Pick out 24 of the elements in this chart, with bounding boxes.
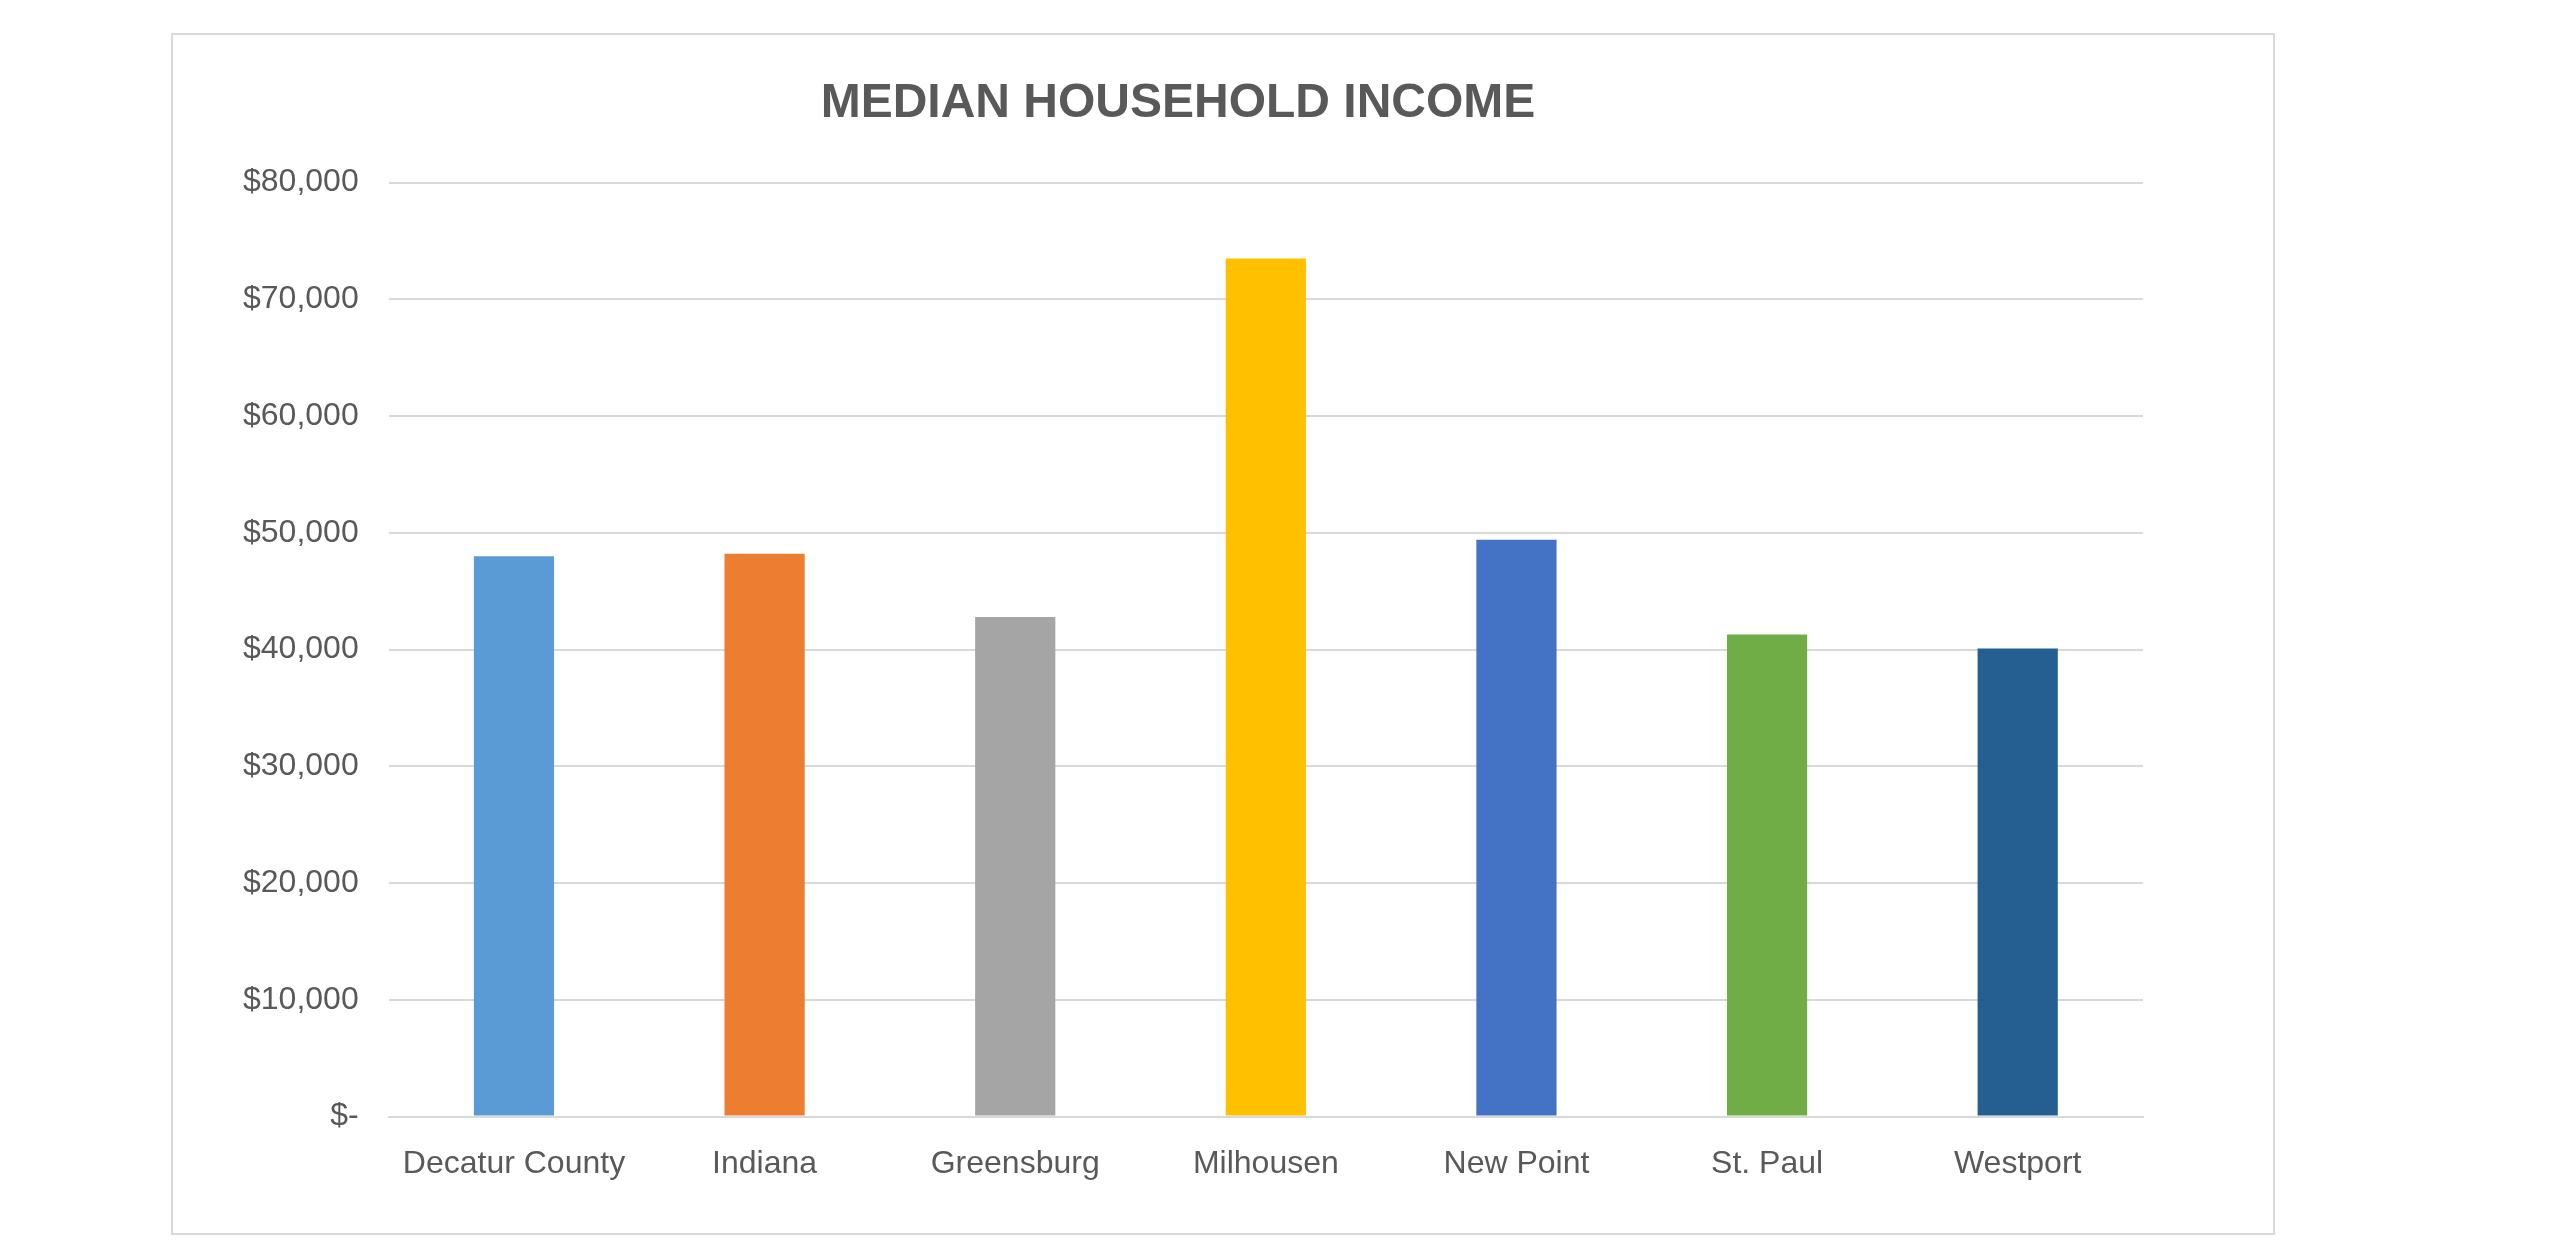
x-tick-label: Greensburg	[930, 1143, 1100, 1180]
x-tick-label: New Point	[1443, 1143, 1590, 1180]
x-tick-label: Indiana	[712, 1143, 818, 1180]
bar	[724, 553, 805, 1116]
y-tick-label: $60,000	[243, 395, 359, 432]
bar	[1726, 634, 1808, 1116]
bar	[975, 616, 1056, 1116]
bar	[1977, 648, 2058, 1116]
y-tick-label: $40,000	[243, 629, 359, 666]
y-tick-label: $30,000	[243, 746, 359, 783]
y-tick-label: $20,000	[243, 862, 359, 899]
bar	[1476, 539, 1557, 1116]
y-tick-label: $70,000	[243, 279, 359, 316]
bar	[1225, 258, 1306, 1116]
bar	[473, 556, 555, 1116]
x-tick-label: St. Paul	[1711, 1143, 1824, 1180]
y-tick-label: $-	[330, 1096, 359, 1133]
x-tick-label: Westport	[1953, 1143, 2082, 1180]
y-tick-label: $10,000	[243, 979, 359, 1016]
y-tick-label: $80,000	[243, 162, 359, 199]
x-tick-label: Decatur County	[402, 1143, 626, 1180]
chart-title: MEDIAN HOUSEHOLD INCOME	[820, 74, 1536, 128]
x-tick-label: Milhousen	[1192, 1143, 1339, 1180]
y-tick-label: $50,000	[243, 512, 359, 549]
